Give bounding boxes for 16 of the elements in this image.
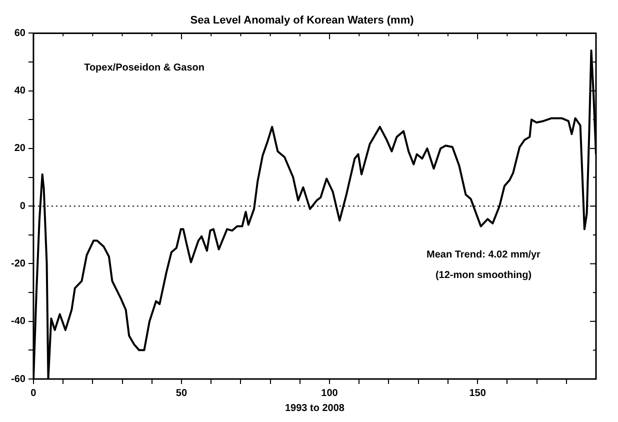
y-tick-label: 0 — [20, 200, 26, 212]
y-tick-label: -20 — [11, 258, 26, 270]
y-tick-label: 60 — [14, 28, 26, 39]
y-tick-label: 40 — [14, 86, 26, 97]
annotation: Mean Trend: 4.02 mm/yr — [426, 249, 541, 260]
y-tick-label: -60 — [11, 374, 26, 385]
x-tick-label: 0 — [30, 388, 37, 399]
annotation: Topex/Poseidon & Gason — [84, 62, 204, 74]
x-tick-label: 50 — [176, 388, 188, 399]
y-tick-label: -40 — [11, 316, 26, 328]
y-tick-label: 20 — [14, 143, 26, 154]
annotation: (12-mon smoothing) — [435, 270, 532, 282]
x-axis-title: 1993 to 2008 — [284, 402, 345, 414]
x-tick-label: 150 — [469, 388, 486, 399]
chart-title: Sea Level Anomaly of Korean Waters (mm) — [190, 14, 414, 27]
x-tick-label: 100 — [321, 388, 338, 399]
